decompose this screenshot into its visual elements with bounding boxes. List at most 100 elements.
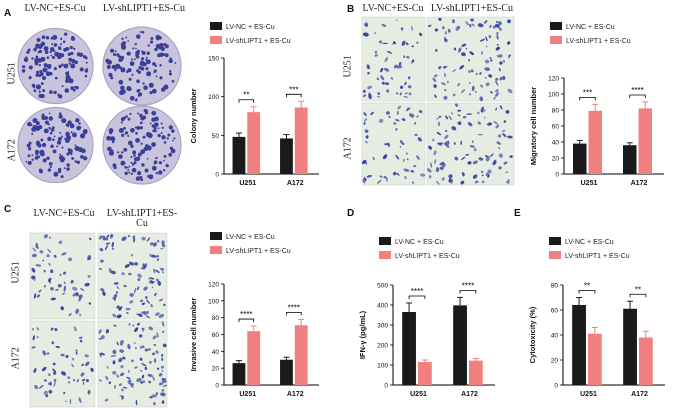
legend-label: LV-NC + ES-Cu: [565, 239, 614, 246]
legend-label: LV-shLIPT1 + ES-Cu: [395, 253, 460, 260]
y-tick-label: 120: [208, 282, 219, 289]
panel-e-letter: E: [514, 208, 521, 219]
micrograph: [97, 320, 168, 408]
legend-swatch: [549, 251, 561, 259]
panel-b-row2-label: A172: [342, 137, 354, 160]
bar: [232, 363, 246, 385]
bar: [623, 145, 637, 174]
y-tick-label: 300: [377, 323, 388, 330]
x-tick-label: U251: [581, 180, 598, 187]
panel-c-col1-header: LV-NC+ES-Cu: [33, 208, 95, 219]
significance-bracket: [578, 290, 596, 294]
y-tick-label: 200: [377, 343, 388, 350]
bar: [294, 107, 308, 174]
y-tick-label: 50: [212, 133, 220, 140]
legend-swatch: [549, 237, 561, 245]
significance-bracket: [629, 293, 647, 298]
y-tick-label: 100: [548, 92, 559, 99]
significance-bracket: [579, 97, 596, 101]
y-tick-label: 80: [551, 283, 559, 290]
panel-b-letter: B: [347, 4, 355, 15]
legend-swatch: [550, 36, 562, 44]
chart-c: LV-NC + ES-Cu LV-shLIPT1 + ES-Cu 0 20 40 60 80…: [189, 232, 319, 398]
y-axis-label: Migratory cell number: [529, 87, 538, 165]
x-tick-label: U251: [239, 180, 256, 187]
y-tick-label: 100: [208, 94, 219, 101]
y-axis-label: Cytotoxicity (%): [528, 306, 537, 363]
bar: [573, 143, 587, 174]
bar: [453, 305, 467, 385]
bar: [638, 337, 653, 385]
bar: [588, 110, 602, 174]
panel-c-col2-header: LV-shLIPT1+ES-Cu: [106, 208, 178, 229]
bar: [417, 362, 432, 385]
significance-label: **: [243, 91, 249, 100]
chart-b: LV-NC + ES-Cu LV-shLIPT1 + ES-Cu 0 20 40 60 80…: [529, 22, 664, 187]
y-axis-label: Colony number: [189, 88, 198, 143]
micrograph: [97, 232, 168, 320]
bar: [280, 359, 293, 385]
x-tick-label: U251: [239, 391, 256, 398]
y-axis-label: Invasive cell number: [189, 298, 198, 372]
significance-label: ****: [462, 281, 474, 290]
x-tick-label: A172: [461, 391, 478, 398]
panel-b-col1-header: LV-NC+ES-Cu: [362, 3, 424, 14]
colony-dish: [17, 27, 94, 105]
bar: [638, 108, 652, 174]
y-axis-label: IFN-γ (pg/mL): [358, 310, 367, 359]
chart-d: LV-NC + ES-Cu LV-shLIPT1 + ES-Cu 0 100 200 30…: [358, 237, 495, 398]
significance-label: ****: [240, 310, 252, 319]
significance-bracket: [238, 318, 255, 323]
legend-label: LV-NC + ES-Cu: [226, 234, 275, 241]
y-tick-label: 0: [555, 172, 559, 179]
colony-dish: [17, 106, 94, 184]
x-tick-label: A172: [631, 391, 648, 398]
bar: [280, 138, 293, 174]
panel-c-row2-label: A172: [10, 347, 22, 370]
significance-label: **: [584, 282, 590, 291]
legend-swatch: [379, 251, 391, 259]
bar: [247, 112, 261, 174]
bar: [247, 331, 261, 385]
panel-d-letter: D: [347, 208, 355, 219]
significance-label: ***: [583, 88, 592, 97]
significance-label: **: [635, 285, 641, 294]
significance-label: ****: [411, 287, 423, 296]
bar: [572, 305, 586, 385]
legend-label: LV-NC + ES-Cu: [226, 24, 275, 31]
micrograph: [361, 102, 426, 186]
y-tick-label: 400: [377, 303, 388, 310]
panel-a-row2-label: A172: [6, 139, 18, 162]
legend-label: LV-shLIPT1 + ES-Cu: [565, 253, 630, 260]
legend-swatch: [210, 246, 222, 254]
legend-swatch: [210, 232, 222, 240]
y-tick-label: 0: [384, 383, 388, 390]
significance-bracket: [629, 94, 646, 98]
micrograph: [29, 232, 96, 320]
y-tick-label: 100: [208, 298, 219, 305]
x-tick-label: A172: [287, 180, 304, 187]
legend-swatch: [550, 22, 562, 30]
y-tick-label: 40: [552, 140, 560, 147]
micrograph: [426, 16, 515, 102]
chart-a: LV-NC + ES-Cu LV-shLIPT1 + ES-Cu 0 50 100 150…: [189, 22, 319, 187]
y-tick-label: 60: [551, 308, 559, 315]
legend-swatch: [210, 36, 222, 44]
significance-label: ****: [288, 303, 300, 312]
panel-a-col1-header: LV-NC+ES-Cu: [24, 3, 86, 14]
micrograph: [29, 320, 96, 408]
y-tick-label: 0: [554, 383, 558, 390]
bar: [232, 136, 246, 174]
bar: [587, 333, 602, 385]
significance-bracket: [286, 93, 302, 98]
bar: [623, 308, 637, 385]
significance-bracket: [408, 295, 426, 299]
micrograph: [361, 16, 426, 102]
significance-bracket: [286, 311, 302, 316]
y-tick-label: 100: [377, 363, 388, 370]
y-tick-label: 20: [212, 366, 220, 373]
legend-label: LV-shLIPT1 + ES-Cu: [226, 38, 291, 45]
significance-bracket: [238, 99, 255, 103]
legend-label: LV-shLIPT1 + ES-Cu: [566, 38, 631, 45]
